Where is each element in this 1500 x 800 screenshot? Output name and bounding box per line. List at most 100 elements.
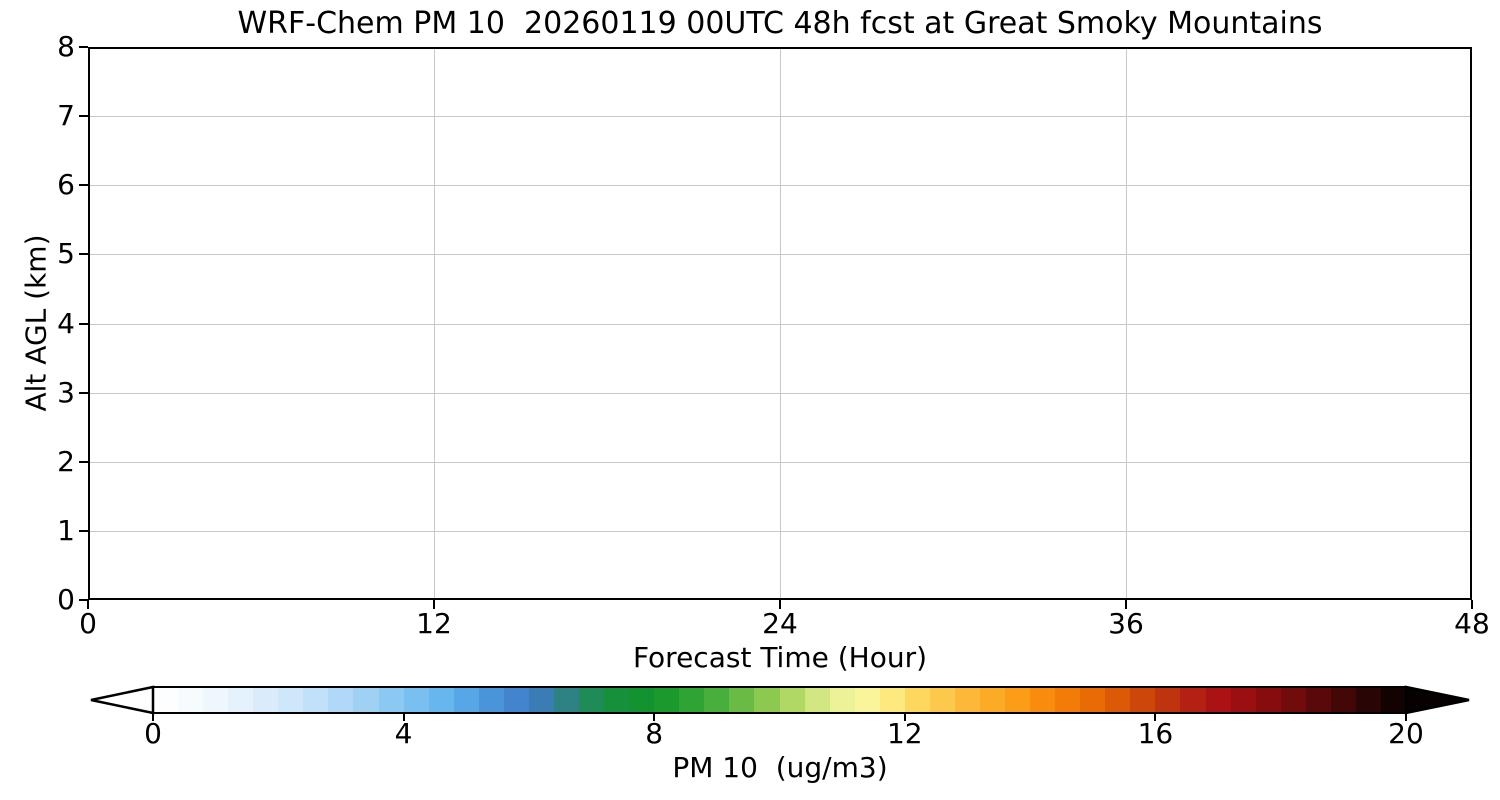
colorbar-segment [1030, 688, 1056, 712]
colorbar-segment [1105, 688, 1132, 712]
y-tick-label: 1 [57, 513, 75, 547]
colorbar-segment [779, 688, 806, 712]
colorbar-tick-label: 8 [645, 717, 664, 750]
y-tick [79, 529, 88, 532]
y-tick [79, 322, 88, 325]
colorbar-label: PM 10 (ug/m3) [672, 751, 888, 784]
colorbar-tick [903, 714, 906, 721]
colorbar-segment [253, 688, 279, 712]
y-gridline [90, 116, 1470, 118]
y-tick-label: 2 [57, 444, 75, 478]
colorbar-segment [1330, 688, 1357, 712]
colorbar-segment [328, 688, 355, 712]
colorbar-tick [653, 714, 656, 721]
colorbar-right-arrow [1404, 685, 1470, 715]
colorbar-tick-label: 20 [1388, 717, 1424, 750]
colorbar-segment [629, 688, 655, 712]
y-axis-label: Alt AGL (km) [19, 234, 53, 412]
colorbar-segment [1155, 688, 1182, 712]
colorbar-segment [1280, 688, 1307, 712]
x-tick-label: 24 [762, 607, 798, 640]
colorbar-segment [804, 688, 831, 712]
chart-title: WRF-Chem PM 10 20260119 00UTC 48h fcst a… [237, 6, 1323, 41]
colorbar-segment [1005, 688, 1031, 712]
plot-area [88, 47, 1472, 600]
colorbar-segment [729, 688, 756, 712]
colorbar-segment [453, 688, 480, 712]
colorbar-segment [528, 688, 555, 712]
x-axis-label: Forecast Time (Hour) [632, 641, 928, 674]
colorbar-segment [228, 688, 254, 712]
y-tick [79, 184, 88, 187]
colorbar-segment [1380, 688, 1406, 712]
colorbar-tick-label: 0 [144, 717, 162, 750]
colorbar-segment [1080, 688, 1106, 712]
y-tick [79, 46, 88, 48]
y-tick-label: 0 [57, 583, 75, 616]
colorbar-segment [1355, 688, 1382, 712]
colorbar-segment [428, 688, 455, 712]
y-gridline [90, 530, 1470, 532]
y-tick [79, 599, 88, 601]
y-tick [79, 460, 88, 463]
colorbar-segment [303, 688, 330, 712]
colorbar-segment [403, 688, 430, 712]
colorbar-tick-label: 4 [394, 717, 413, 750]
colorbar-segment [1055, 688, 1081, 712]
y-gridline [90, 185, 1470, 187]
x-tick-label: 48 [1454, 607, 1490, 640]
colorbar-segment [203, 688, 229, 712]
colorbar-tick-label: 12 [886, 717, 923, 750]
colorbar-segment [353, 688, 380, 712]
colorbar-segment [754, 688, 781, 712]
colorbar-tick [1154, 714, 1157, 721]
colorbar-segment [579, 688, 605, 712]
y-gridline [90, 254, 1470, 256]
colorbar-segment [278, 688, 305, 712]
y-tick [79, 253, 88, 256]
colorbar-tick [152, 714, 154, 721]
y-gridline [90, 392, 1470, 394]
x-tick [1125, 600, 1127, 609]
colorbar-segment [1180, 688, 1207, 712]
colorbar-segment [879, 688, 906, 712]
y-gridline [90, 323, 1470, 325]
colorbar-tick-label: 16 [1137, 717, 1174, 750]
colorbar-segment [854, 688, 881, 712]
colorbar-segment [178, 688, 204, 712]
x-tick [1471, 600, 1473, 609]
colorbar-segment [829, 688, 856, 712]
y-tick [79, 391, 88, 394]
x-tick-label: 12 [416, 607, 452, 640]
colorbar-segment [1130, 688, 1157, 712]
colorbar-segment [704, 688, 731, 712]
colorbar-tick [1405, 714, 1407, 721]
x-tick [433, 600, 435, 609]
colorbar-tick [402, 714, 405, 721]
colorbar-segment [679, 688, 705, 712]
y-tick-label: 7 [57, 99, 75, 133]
colorbar-segment [979, 688, 1006, 712]
y-gridline [90, 461, 1470, 463]
colorbar-segment [1305, 688, 1332, 712]
colorbar [151, 686, 1408, 714]
colorbar-segment [954, 688, 981, 712]
x-tick-label: 0 [79, 607, 97, 640]
colorbar-segment [553, 688, 580, 712]
colorbar-segment [1230, 688, 1257, 712]
y-tick-label: 6 [57, 168, 75, 202]
colorbar-segment [604, 688, 630, 712]
colorbar-segment [1205, 688, 1232, 712]
colorbar-segment [378, 688, 405, 712]
y-tick-label: 4 [57, 306, 75, 340]
x-tick [779, 600, 781, 609]
y-tick-label: 8 [57, 30, 75, 63]
y-tick-label: 3 [57, 375, 75, 409]
colorbar-segment [503, 688, 530, 712]
colorbar-left-arrow [90, 685, 155, 715]
x-tick [87, 600, 89, 609]
colorbar-segment [654, 688, 680, 712]
colorbar-segment [153, 688, 179, 712]
colorbar-segment [1255, 688, 1282, 712]
